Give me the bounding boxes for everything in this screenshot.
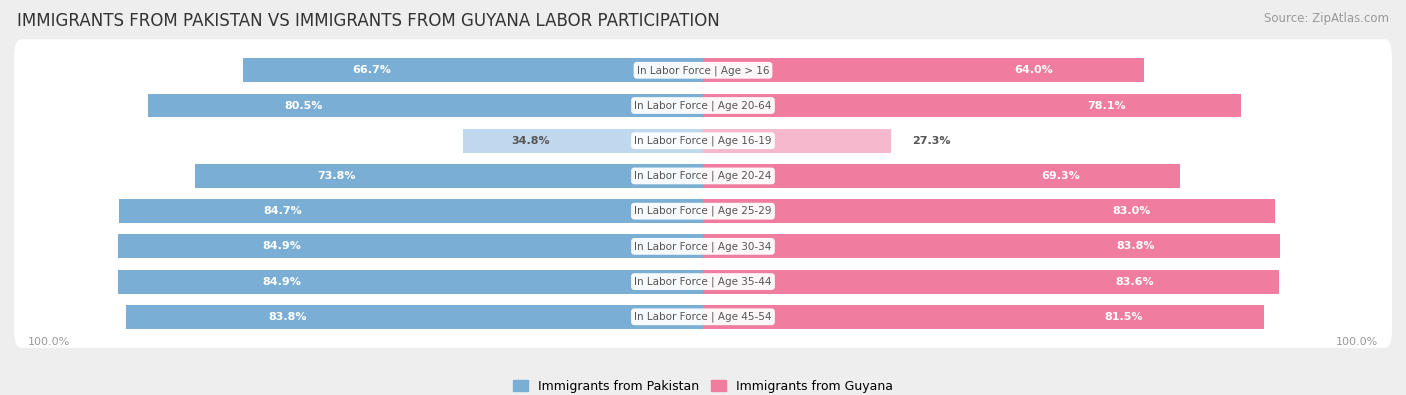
Text: 100.0%: 100.0% (28, 337, 70, 347)
Text: 83.0%: 83.0% (1112, 206, 1152, 216)
Text: 83.8%: 83.8% (1116, 241, 1156, 251)
Bar (118, 234, 703, 258)
Text: 84.9%: 84.9% (263, 241, 301, 251)
Text: In Labor Force | Age 25-29: In Labor Force | Age 25-29 (634, 206, 772, 216)
Text: 78.1%: 78.1% (1087, 100, 1126, 111)
FancyBboxPatch shape (14, 110, 1392, 172)
Text: In Labor Force | Age 20-24: In Labor Force | Age 20-24 (634, 171, 772, 181)
Text: 83.6%: 83.6% (1115, 276, 1154, 287)
Text: In Labor Force | Age 45-54: In Labor Force | Age 45-54 (634, 312, 772, 322)
Bar (194, 164, 703, 188)
Text: In Labor Force | Age 35-44: In Labor Force | Age 35-44 (634, 276, 772, 287)
Text: In Labor Force | Age 16-19: In Labor Force | Age 16-19 (634, 135, 772, 146)
Text: 64.0%: 64.0% (1014, 65, 1053, 75)
Text: 69.3%: 69.3% (1042, 171, 1080, 181)
Bar (703, 164, 1181, 188)
Text: 73.8%: 73.8% (318, 171, 356, 181)
Bar (703, 94, 1241, 117)
Text: 100.0%: 100.0% (1336, 337, 1378, 347)
Bar (118, 270, 703, 293)
Text: IMMIGRANTS FROM PAKISTAN VS IMMIGRANTS FROM GUYANA LABOR PARTICIPATION: IMMIGRANTS FROM PAKISTAN VS IMMIGRANTS F… (17, 12, 720, 30)
Text: 81.5%: 81.5% (1105, 312, 1143, 322)
Bar (243, 58, 703, 82)
Text: In Labor Force | Age 30-34: In Labor Force | Age 30-34 (634, 241, 772, 252)
Bar (120, 199, 703, 223)
Bar (703, 270, 1279, 293)
FancyBboxPatch shape (14, 75, 1392, 137)
Text: 84.7%: 84.7% (263, 206, 302, 216)
Text: In Labor Force | Age 20-64: In Labor Force | Age 20-64 (634, 100, 772, 111)
Bar (703, 58, 1144, 82)
FancyBboxPatch shape (14, 39, 1392, 101)
Bar (703, 305, 1264, 329)
Text: 84.9%: 84.9% (263, 276, 301, 287)
Text: 66.7%: 66.7% (353, 65, 392, 75)
FancyBboxPatch shape (14, 215, 1392, 277)
Text: 27.3%: 27.3% (911, 136, 950, 146)
FancyBboxPatch shape (14, 286, 1392, 348)
Bar (703, 129, 891, 153)
FancyBboxPatch shape (14, 145, 1392, 207)
Bar (149, 94, 703, 117)
Bar (703, 234, 1281, 258)
FancyBboxPatch shape (14, 180, 1392, 242)
Legend: Immigrants from Pakistan, Immigrants from Guyana: Immigrants from Pakistan, Immigrants fro… (508, 375, 898, 395)
Bar (463, 129, 703, 153)
Text: Source: ZipAtlas.com: Source: ZipAtlas.com (1264, 12, 1389, 25)
Text: 80.5%: 80.5% (284, 100, 323, 111)
Text: In Labor Force | Age > 16: In Labor Force | Age > 16 (637, 65, 769, 75)
FancyBboxPatch shape (14, 250, 1392, 312)
Bar (703, 199, 1275, 223)
Bar (125, 305, 703, 329)
Text: 34.8%: 34.8% (510, 136, 550, 146)
Text: 83.8%: 83.8% (269, 312, 307, 322)
